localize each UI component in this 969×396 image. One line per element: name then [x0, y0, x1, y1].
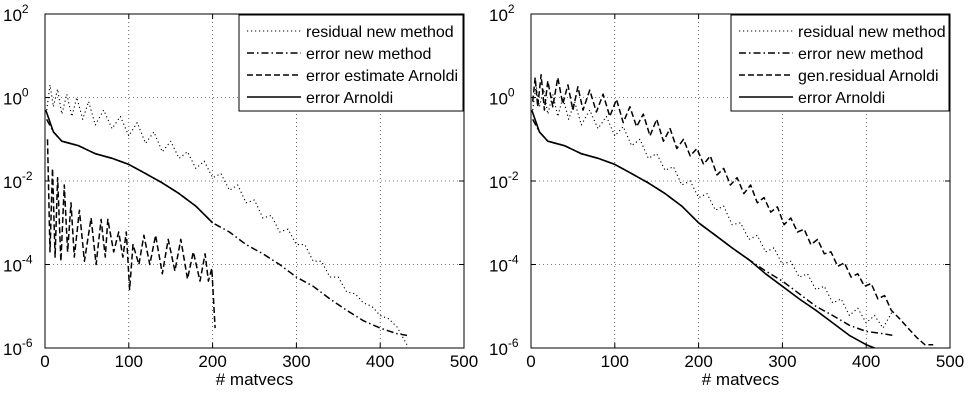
legend-label: residual new method — [306, 24, 454, 41]
y-tick-label: 102 — [3, 2, 29, 25]
y-tick-label: 10-2 — [489, 169, 519, 192]
series-line-error-estimate-arnoldi — [46, 139, 216, 329]
legend-box — [238, 14, 464, 112]
series-group — [45, 84, 408, 345]
y-tick-label: 100 — [489, 86, 515, 109]
x-tick-label: 300 — [768, 352, 796, 371]
x-tick-label: 400 — [852, 352, 880, 371]
x-tick-label: 100 — [601, 352, 629, 371]
y-tick-label: 10-4 — [3, 253, 33, 276]
x-tick-label: 400 — [366, 352, 394, 371]
legend-label: error estimate Arnoldi — [306, 68, 458, 85]
x-tick-label: 0 — [40, 352, 49, 371]
x-tick-label: 200 — [684, 352, 712, 371]
x-axis-label: # matvecs — [702, 370, 779, 389]
x-axis-label: # matvecs — [216, 370, 293, 389]
legend-label: residual new method — [798, 24, 946, 41]
left-chart-panel: 0 100 200 300 400 500 102 100 10-2 10-4 10-6 # matv… — [3, 2, 478, 389]
y-tick-label: 102 — [489, 2, 515, 25]
legend-label: error Arnoldi — [798, 90, 885, 107]
series-group — [531, 74, 934, 348]
y-tick-label: 10-2 — [3, 169, 33, 192]
legend-label: error new method — [306, 46, 431, 63]
x-tick-label: 0 — [526, 352, 535, 371]
x-tick-label: 100 — [115, 352, 143, 371]
x-tick-label: 200 — [198, 352, 226, 371]
legend-label: error new method — [798, 46, 923, 63]
y-tick-label: 10-4 — [489, 253, 519, 276]
series-line-residual-new-method — [532, 84, 894, 329]
y-tick-label: 10-6 — [3, 336, 33, 359]
x-tick-label: 500 — [936, 352, 964, 371]
x-tick-label: 500 — [450, 352, 478, 371]
x-tick-label: 300 — [282, 352, 310, 371]
legend-label: error Arnoldi — [306, 90, 393, 107]
series-line-gen-residual-arnoldi — [531, 74, 934, 346]
y-tick-label: 10-6 — [489, 336, 519, 359]
series-line-error-arnoldi — [45, 109, 214, 224]
y-tick-label: 100 — [3, 86, 29, 109]
series-line-residual-new-method — [46, 84, 408, 345]
right-chart-panel: 0 100 200 300 400 500 102 100 10-2 10-4 10-6 # matv… — [489, 2, 964, 389]
legend-label: gen.residual Arnoldi — [798, 68, 939, 85]
series-line-error-arnoldi — [531, 109, 877, 348]
